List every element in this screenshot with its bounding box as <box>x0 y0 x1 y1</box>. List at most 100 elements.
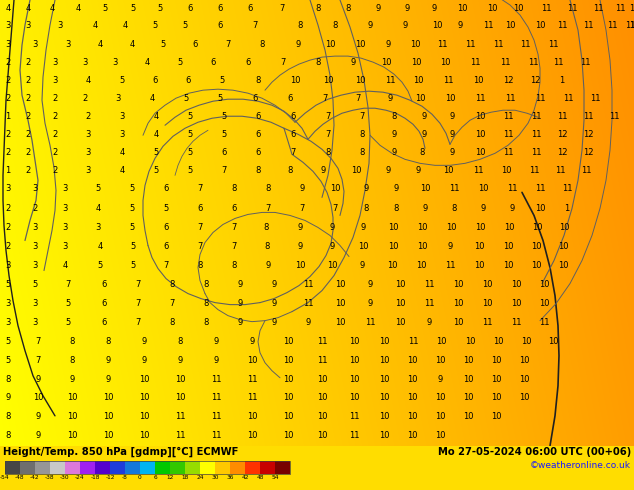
Text: 8: 8 <box>231 184 236 193</box>
Text: 5: 5 <box>188 130 193 139</box>
Text: 11: 11 <box>593 3 603 13</box>
Text: 7: 7 <box>36 337 41 346</box>
Text: 4: 4 <box>98 242 103 251</box>
Text: 9: 9 <box>509 204 515 213</box>
Text: 3: 3 <box>32 223 37 232</box>
Text: 9: 9 <box>330 223 335 232</box>
Text: 10: 10 <box>295 261 305 270</box>
Text: 10: 10 <box>283 413 294 421</box>
Text: -42: -42 <box>30 475 40 481</box>
Text: 9: 9 <box>404 3 410 13</box>
Text: 10: 10 <box>503 261 514 270</box>
Text: 5: 5 <box>65 299 70 308</box>
Text: 4: 4 <box>119 166 125 175</box>
Text: 10: 10 <box>67 393 77 402</box>
Text: 4: 4 <box>75 3 81 13</box>
Text: 10: 10 <box>435 413 445 421</box>
Text: 2: 2 <box>5 204 11 213</box>
Text: 10: 10 <box>33 393 43 402</box>
Text: 54: 54 <box>271 475 279 481</box>
Text: 3: 3 <box>95 223 101 232</box>
Bar <box>110 461 125 474</box>
Text: 7: 7 <box>65 280 70 289</box>
Text: 9: 9 <box>237 299 243 308</box>
Text: 3: 3 <box>115 94 120 103</box>
Text: 3: 3 <box>5 261 11 270</box>
Text: 10: 10 <box>478 184 488 193</box>
Text: 10: 10 <box>407 431 417 441</box>
Text: 18: 18 <box>181 475 189 481</box>
Text: 7: 7 <box>325 112 331 121</box>
Text: 8: 8 <box>359 130 365 139</box>
Text: 11: 11 <box>482 21 493 29</box>
Text: 6: 6 <box>256 112 261 121</box>
Text: 9: 9 <box>422 112 427 121</box>
Text: 1: 1 <box>559 75 565 85</box>
Text: 10: 10 <box>378 337 389 346</box>
Text: 5: 5 <box>188 166 193 175</box>
Text: 10: 10 <box>395 280 405 289</box>
Text: 3: 3 <box>32 261 37 270</box>
Text: 3: 3 <box>119 130 125 139</box>
Text: 2: 2 <box>53 130 58 139</box>
Text: 10: 10 <box>513 3 523 13</box>
Text: 8: 8 <box>204 318 209 327</box>
Text: 11: 11 <box>385 75 395 85</box>
Text: 5: 5 <box>221 130 226 139</box>
Text: 3: 3 <box>5 40 11 49</box>
Text: 30: 30 <box>211 475 219 481</box>
Text: 11: 11 <box>557 21 567 29</box>
Text: 10: 10 <box>521 337 531 346</box>
Text: 9: 9 <box>481 204 486 213</box>
Text: 8: 8 <box>451 204 456 213</box>
Text: 7: 7 <box>135 318 141 327</box>
Bar <box>5 461 290 474</box>
Text: 10: 10 <box>175 393 185 402</box>
Text: 10: 10 <box>504 223 514 232</box>
Text: 3: 3 <box>32 242 37 251</box>
Text: 10: 10 <box>410 40 420 49</box>
Text: 11: 11 <box>473 166 483 175</box>
Text: 11: 11 <box>534 184 545 193</box>
Text: 9: 9 <box>36 413 41 421</box>
Text: 11: 11 <box>563 94 573 103</box>
Text: 11: 11 <box>615 3 625 13</box>
Text: 8: 8 <box>263 223 269 232</box>
Text: 3: 3 <box>62 223 68 232</box>
Text: 10: 10 <box>407 393 417 402</box>
Text: 5: 5 <box>178 58 183 67</box>
Text: 2: 2 <box>53 112 58 121</box>
Text: 11: 11 <box>557 112 567 121</box>
Text: 11: 11 <box>531 112 541 121</box>
Text: 10: 10 <box>349 337 359 346</box>
Text: 3: 3 <box>62 204 68 213</box>
Text: 10: 10 <box>559 223 569 232</box>
Text: 7: 7 <box>332 204 338 213</box>
Text: 10: 10 <box>416 261 426 270</box>
Text: 3: 3 <box>86 166 91 175</box>
Text: -12: -12 <box>105 475 115 481</box>
Text: 8: 8 <box>325 148 331 157</box>
Text: 2: 2 <box>86 112 91 121</box>
Text: 5: 5 <box>188 112 193 121</box>
Text: 11: 11 <box>583 112 593 121</box>
Text: 10: 10 <box>387 261 398 270</box>
Text: 9: 9 <box>450 148 455 157</box>
Text: 10: 10 <box>415 94 425 103</box>
Text: 4: 4 <box>98 40 103 49</box>
Text: 6: 6 <box>187 3 193 13</box>
Text: 10: 10 <box>534 204 545 213</box>
Text: 7: 7 <box>197 184 203 193</box>
Text: 11: 11 <box>503 130 514 139</box>
Text: 10: 10 <box>67 413 77 421</box>
Text: 11: 11 <box>500 58 510 67</box>
Text: 1: 1 <box>564 204 569 213</box>
Text: 48: 48 <box>256 475 264 481</box>
Text: 11: 11 <box>470 58 480 67</box>
Text: 8: 8 <box>105 337 111 346</box>
Text: 10: 10 <box>355 40 365 49</box>
Text: 2: 2 <box>5 242 11 251</box>
Text: 3: 3 <box>5 299 11 308</box>
Text: 5: 5 <box>129 184 134 193</box>
Text: 7: 7 <box>169 299 175 308</box>
